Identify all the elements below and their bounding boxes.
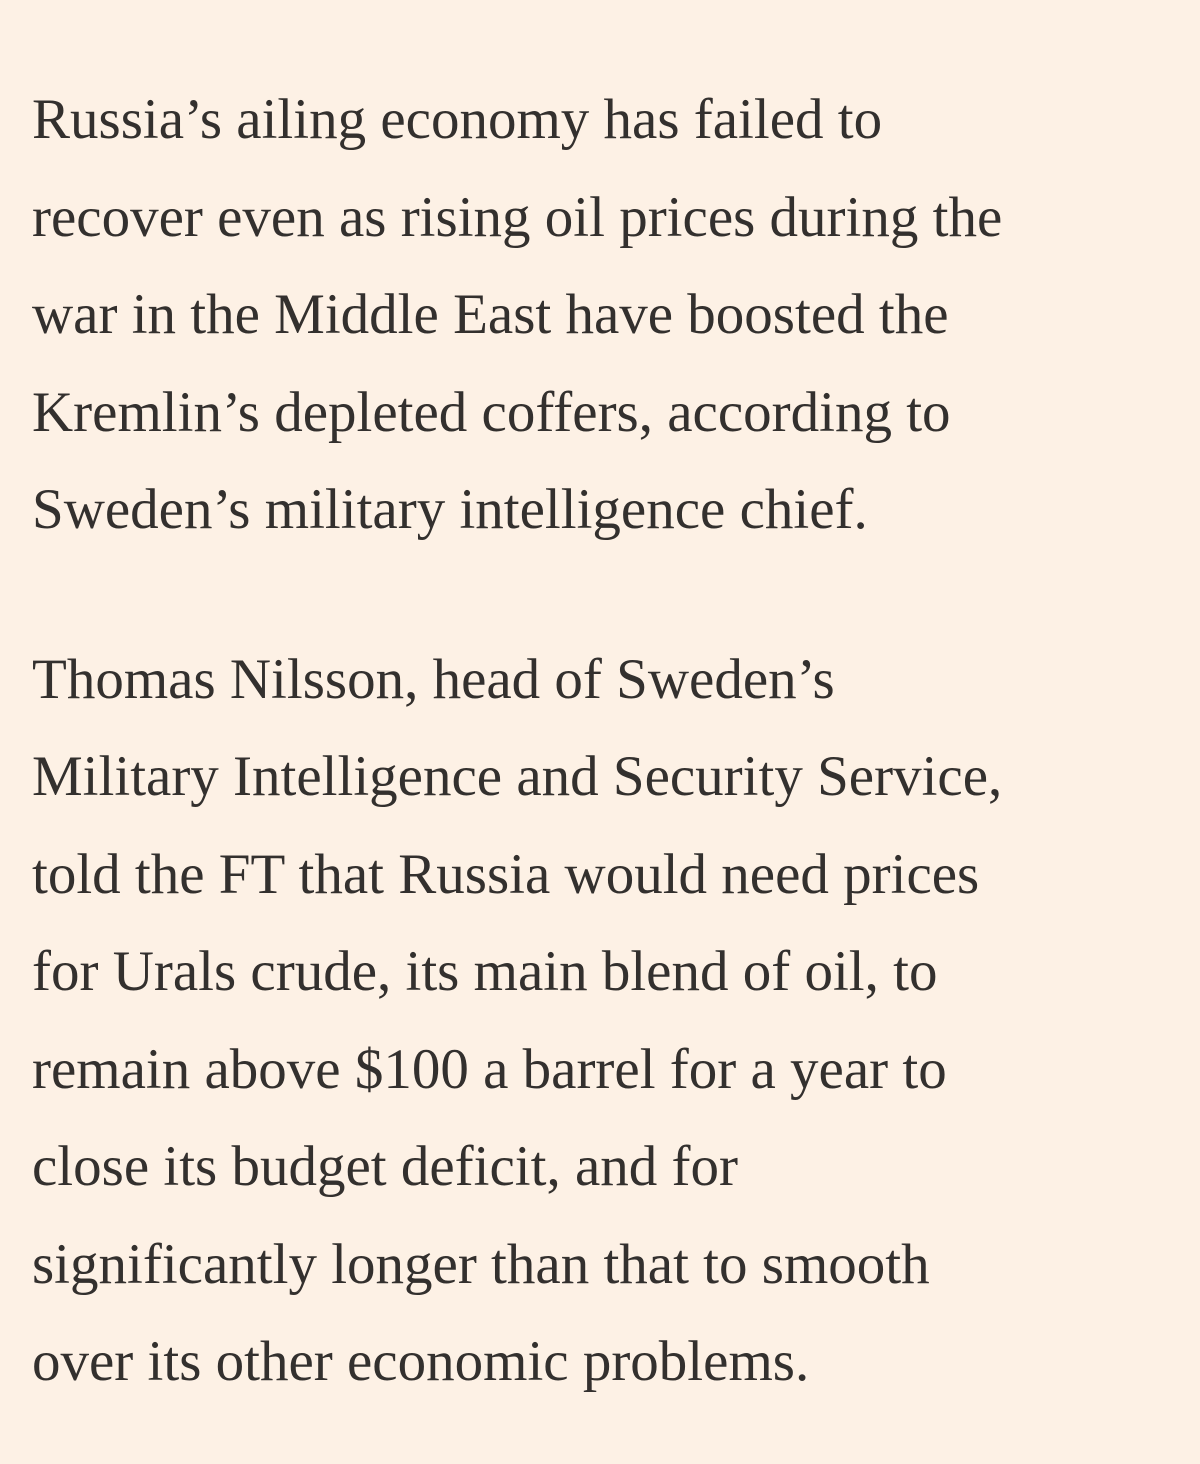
article-body: Russia’s ailing economy has failed to rec… [32,71,1200,1411]
text-line: over its other economic problems. [32,1330,810,1393]
text-line: for Urals crude, its main blend of oil, … [32,940,938,1003]
text-line: remain above $100 a barrel for a year to [32,1037,947,1101]
paragraph: Thomas Nilsson, head of Sweden’s Military… [32,631,1200,1411]
text-line: Russia’s ailing economy has failed to [32,88,883,151]
text-line: Kremlin’s depleted coffers, according to [32,380,951,444]
text-line: close its budget deficit, and for [32,1135,738,1198]
text-line: recover even as rising oil prices during… [32,185,1003,249]
text-line: Military Intelligence and Security Servi… [32,745,1003,808]
text-line: told the FT that Russia would need price… [32,842,980,906]
paragraph: Russia’s ailing economy has failed to rec… [32,71,1200,559]
text-line: Sweden’s military intelligence chief. [32,478,868,541]
text-line: Thomas Nilsson, head of Sweden’s [32,647,835,711]
text-line: war in the Middle East have boosted the [32,283,949,346]
text-line: significantly longer than that to smooth [32,1232,930,1296]
